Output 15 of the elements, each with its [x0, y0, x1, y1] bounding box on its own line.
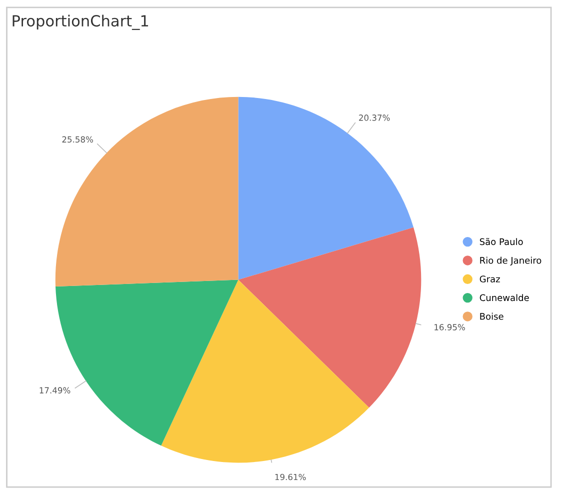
- data-label: 17.49%: [40, 387, 70, 394]
- pie-slice: [161, 280, 370, 463]
- chart-title: ProportionChart_1: [12, 14, 148, 30]
- legend-label: Rio de Janeiro: [480, 256, 542, 266]
- legend-label: São Paulo: [480, 238, 523, 246]
- data-label: 20.37%: [359, 114, 390, 121]
- legend-label: Graz: [480, 276, 500, 282]
- data-label: 16.95%: [434, 324, 465, 330]
- data-label: 19.61%: [275, 474, 306, 480]
- legend-label: Cunewalde: [480, 294, 529, 302]
- legend-label: Boise: [480, 312, 504, 320]
- pie-slice: [238, 227, 422, 408]
- pie-slice: [55, 96, 238, 286]
- data-label: 25.58%: [62, 136, 93, 143]
- pie-slice: [238, 96, 414, 280]
